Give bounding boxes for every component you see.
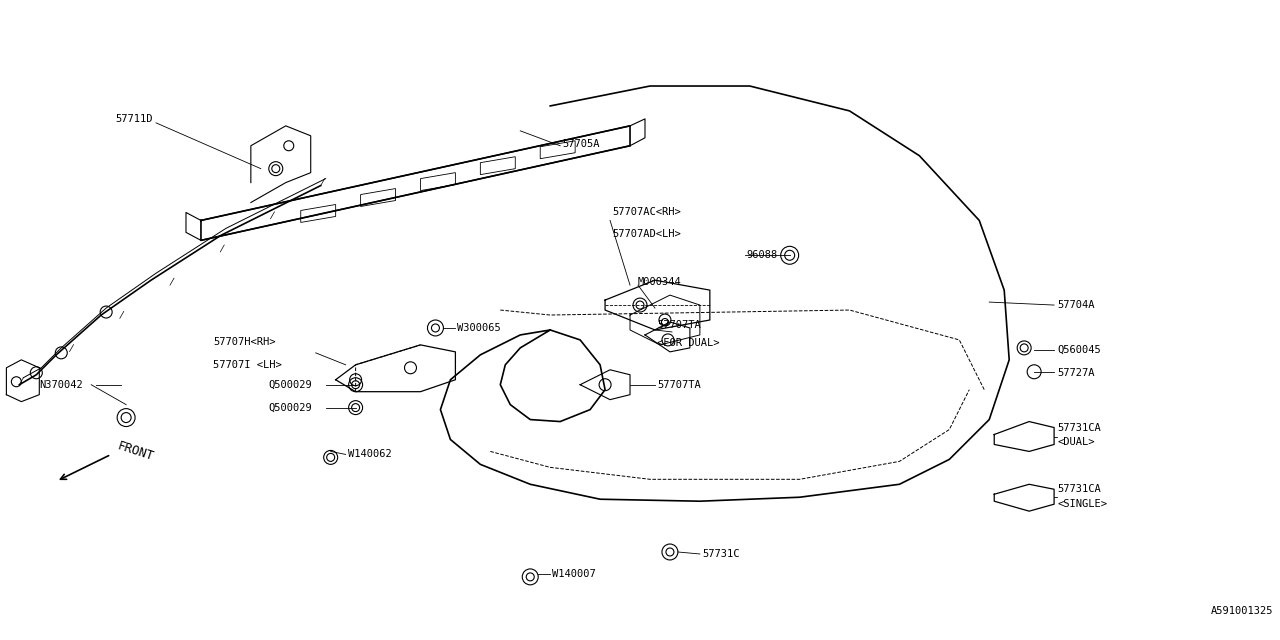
Text: FRONT: FRONT <box>116 440 156 463</box>
Text: 57731CA: 57731CA <box>1057 422 1101 433</box>
Text: Q500029: Q500029 <box>269 380 312 390</box>
Text: 57707TA: 57707TA <box>657 320 700 330</box>
Text: 57704A: 57704A <box>1057 300 1094 310</box>
Text: 57707H<RH>: 57707H<RH> <box>212 337 275 347</box>
Text: 57711D: 57711D <box>115 114 154 124</box>
Text: <DUAL>: <DUAL> <box>1057 438 1094 447</box>
Text: W140007: W140007 <box>552 569 596 579</box>
Text: <FOR DUAL>: <FOR DUAL> <box>657 338 719 348</box>
Text: W140062: W140062 <box>348 449 392 460</box>
Text: 96088: 96088 <box>746 250 778 260</box>
Text: 57707TA: 57707TA <box>657 380 700 390</box>
Text: 57731CA: 57731CA <box>1057 484 1101 494</box>
Text: 57707AC<RH>: 57707AC<RH> <box>612 207 681 218</box>
Text: 57707AD<LH>: 57707AD<LH> <box>612 229 681 239</box>
Text: M000344: M000344 <box>637 277 682 287</box>
Text: 57707I <LH>: 57707I <LH> <box>212 360 282 370</box>
Text: <SINGLE>: <SINGLE> <box>1057 499 1107 509</box>
Text: A591001325: A591001325 <box>1211 605 1274 616</box>
Text: 57727A: 57727A <box>1057 368 1094 378</box>
Text: Q560045: Q560045 <box>1057 345 1101 355</box>
Text: Q500029: Q500029 <box>269 403 312 413</box>
Text: 57731C: 57731C <box>701 549 740 559</box>
Text: W300065: W300065 <box>457 323 502 333</box>
Text: N370042: N370042 <box>40 380 83 390</box>
Text: 57705A: 57705A <box>562 139 599 148</box>
